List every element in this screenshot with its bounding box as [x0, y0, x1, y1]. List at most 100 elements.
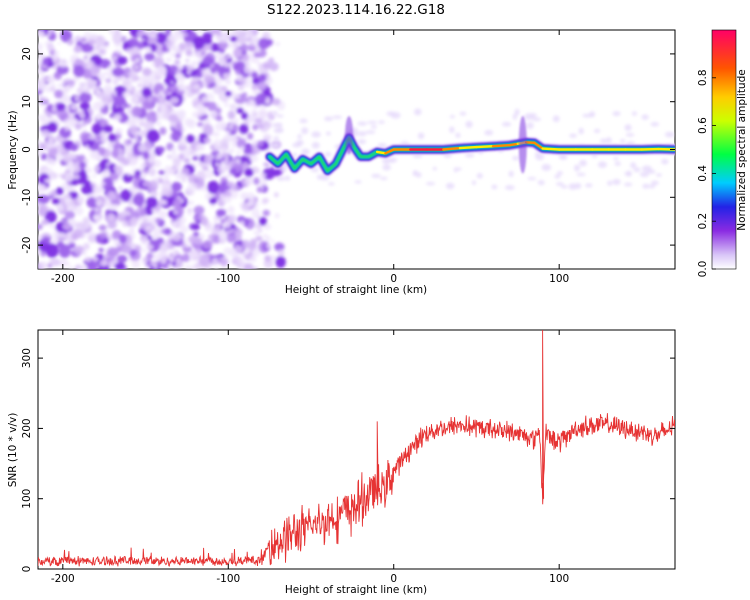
noise-speckle — [158, 96, 165, 102]
noise-speckle — [262, 62, 271, 69]
noise-speckle — [203, 74, 216, 84]
noise-speckle — [197, 105, 204, 112]
noise-speckle — [88, 234, 97, 243]
sparse-speckle — [278, 122, 283, 129]
noise-speckle — [131, 106, 142, 118]
noise-speckle — [221, 34, 227, 41]
noise-speckle — [210, 30, 218, 35]
noise-speckle — [177, 109, 186, 118]
noise-speckle — [229, 229, 235, 233]
noise-speckle — [249, 155, 259, 163]
sparse-speckle — [276, 114, 284, 118]
sparse-speckle — [367, 120, 378, 124]
noise-speckle — [102, 169, 109, 175]
noise-speckle — [240, 191, 249, 199]
noise-speckle — [55, 102, 67, 112]
noise-speckle — [62, 222, 72, 231]
noise-speckle — [229, 167, 237, 176]
noise-speckle — [216, 152, 223, 160]
noise-speckle — [178, 153, 185, 161]
noise-speckle — [203, 118, 211, 124]
noise-speckle — [229, 36, 238, 42]
noise-speckle — [155, 217, 162, 224]
noise-speckle — [244, 168, 254, 178]
noise-speckle — [86, 52, 93, 57]
sparse-speckle — [631, 111, 637, 116]
noise-speckle — [96, 112, 103, 119]
noise-speckle — [184, 242, 190, 248]
x-tick-label: -100 — [216, 273, 240, 285]
noise-speckle — [95, 89, 102, 95]
noise-speckle — [57, 137, 64, 143]
noise-speckle — [130, 221, 137, 228]
noise-speckle — [79, 102, 90, 110]
noise-speckle — [69, 185, 73, 190]
noise-speckle — [46, 43, 55, 52]
sparse-speckle — [624, 124, 632, 131]
noise-speckle — [70, 104, 79, 110]
colorbar-label: Normalized spectral amplitude — [736, 69, 748, 230]
noise-speckle — [123, 37, 127, 42]
noise-speckle — [253, 177, 260, 185]
noise-speckle — [156, 110, 165, 121]
sparse-speckle — [514, 108, 520, 116]
noise-speckle — [269, 62, 279, 72]
noise-speckle — [222, 195, 232, 204]
noise-speckle — [151, 62, 156, 67]
noise-speckle — [251, 83, 258, 91]
noise-speckle — [117, 56, 128, 65]
sparse-speckle — [432, 166, 437, 171]
sparse-speckle — [624, 182, 633, 187]
noise-speckle — [133, 65, 139, 70]
noise-speckle — [52, 60, 56, 63]
noise-speckle — [74, 223, 81, 228]
noise-speckle — [100, 135, 109, 143]
noise-speckle — [85, 223, 90, 227]
noise-speckle — [258, 109, 267, 118]
noise-speckle — [234, 228, 243, 237]
noise-speckle — [48, 30, 56, 34]
noise-speckle — [92, 256, 99, 261]
noise-speckle — [152, 227, 162, 238]
noise-speckle — [171, 234, 182, 242]
sparse-speckle — [453, 167, 458, 173]
noise-speckle — [191, 54, 195, 57]
noise-speckle — [258, 216, 268, 226]
noise-speckle — [141, 38, 146, 41]
sparse-speckle — [284, 175, 291, 181]
noise-speckle — [79, 131, 90, 143]
snr-x-axis-label: Height of straight line (km) — [285, 584, 427, 596]
sparse-speckle — [370, 125, 377, 129]
noise-speckle — [200, 162, 206, 167]
noise-speckle — [58, 59, 69, 68]
noise-speckle — [82, 68, 92, 79]
sparse-speckle — [476, 173, 483, 179]
noise-speckle — [240, 251, 246, 256]
noise-speckle — [140, 162, 147, 169]
x-tick-label: -200 — [51, 273, 75, 285]
noise-speckle — [133, 173, 141, 180]
noise-speckles — [38, 30, 286, 269]
noise-speckle — [275, 255, 286, 269]
sparse-speckle — [642, 183, 650, 189]
noise-speckle — [77, 109, 85, 116]
noise-speckle — [170, 52, 176, 57]
noise-speckle — [196, 170, 207, 183]
noise-speckle — [203, 137, 211, 144]
noise-speckle — [186, 118, 196, 129]
noise-speckle — [79, 82, 86, 88]
noise-speckle — [177, 83, 185, 92]
y-tick-label: 100 — [21, 489, 33, 509]
colorbar: 0.0 0.2 0.4 0.6 0.8 Normalized spectral ampl… — [697, 29, 748, 277]
noise-speckle — [49, 158, 57, 166]
noise-speckle — [174, 59, 181, 66]
noise-speckle — [213, 77, 223, 85]
noise-speckle — [38, 149, 43, 157]
noise-speckle — [202, 31, 213, 41]
sparse-speckle — [425, 182, 436, 186]
noise-speckle — [262, 121, 273, 129]
noise-speckle — [170, 81, 174, 84]
noise-speckle — [50, 174, 55, 179]
noise-speckle — [129, 227, 134, 232]
noise-speckle — [166, 168, 176, 175]
